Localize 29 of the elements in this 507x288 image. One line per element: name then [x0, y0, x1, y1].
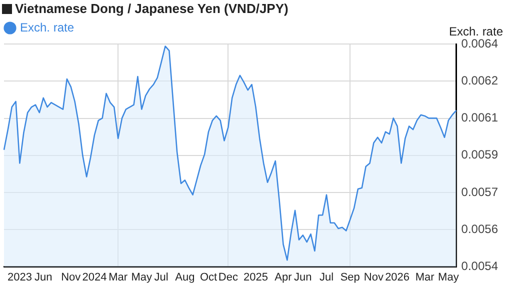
x-tick-label: 2025	[243, 271, 268, 284]
x-tick-label: 2024	[82, 271, 107, 284]
y-tick-label: 0.0062	[461, 73, 498, 88]
x-tick-label: 2023	[7, 271, 32, 284]
x-tick-label: May	[438, 271, 460, 284]
x-tick-label: Dec	[218, 271, 238, 284]
x-tick-label: 2026	[385, 271, 410, 284]
y-tick-label: 0.0061	[461, 110, 498, 125]
y-tick-label: 0.0059	[461, 148, 498, 162]
y-axis-title: Exch. rate	[448, 24, 504, 38]
y-tick-label: 0.0064	[461, 36, 498, 50]
chart-title: Vietnamese Dong / Japanese Yen (VND/JPY)	[15, 1, 288, 16]
x-tick-label: Jun	[294, 271, 312, 284]
x-tick-label: Jul	[319, 271, 334, 284]
x-tick-label: Mar	[415, 271, 435, 284]
x-tick-label: May	[131, 271, 153, 284]
y-tick-label: 0.0054	[461, 259, 498, 274]
x-tick-label: Mar	[108, 271, 128, 284]
legend-label: Exch. rate	[20, 20, 74, 34]
x-tick-label: Apr	[274, 271, 292, 284]
x-tick-label: Sep	[340, 271, 360, 284]
x-tick-label: Jul	[154, 271, 168, 284]
y-tick-label: 0.0057	[461, 184, 498, 199]
x-tick-label: Nov	[364, 271, 384, 284]
y-tick-label: 0.0056	[461, 222, 498, 236]
x-tick-label: Aug	[175, 271, 195, 284]
x-tick-label: Jun	[34, 271, 52, 284]
x-tick-label: Oct	[200, 271, 218, 284]
x-tick-label: Nov	[61, 271, 82, 284]
